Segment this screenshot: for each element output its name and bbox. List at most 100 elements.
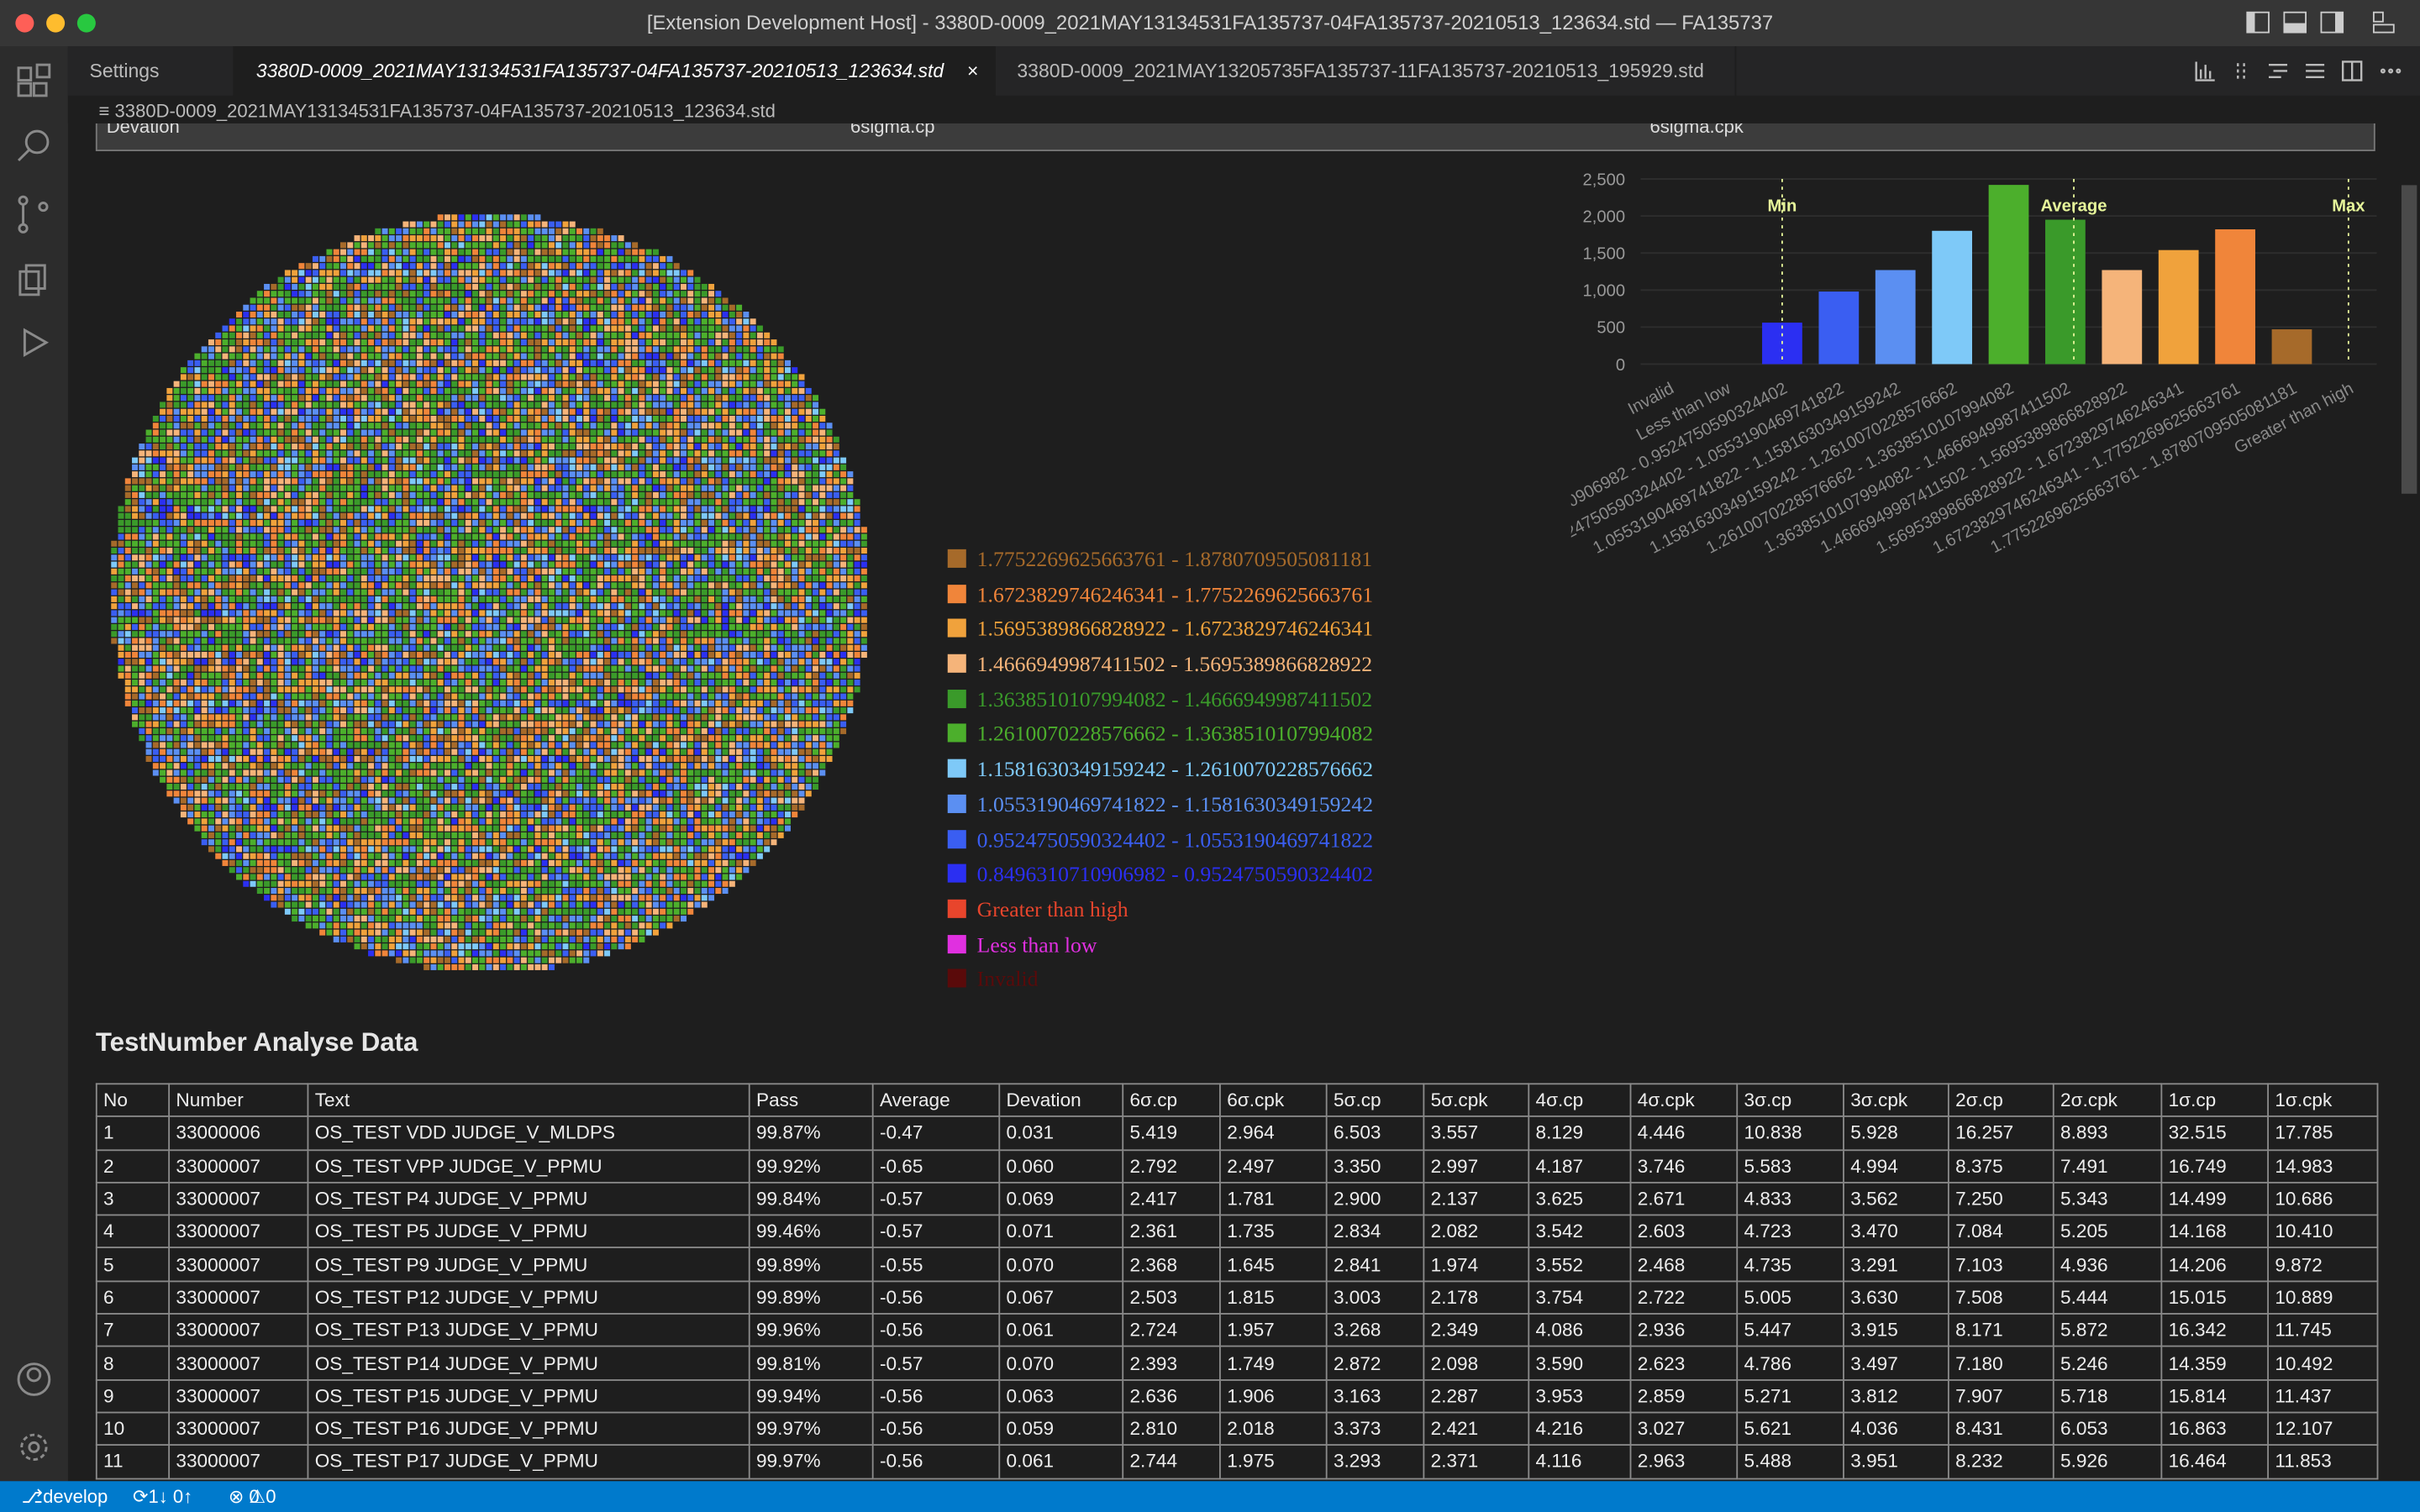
breadcrumb[interactable]: ≡ 3380D-0009_2021MAY13134531FA135737-04F… <box>98 100 776 123</box>
die <box>645 374 652 381</box>
die <box>430 360 437 366</box>
die <box>534 283 541 290</box>
icon[interactable] <box>2372 11 2384 23</box>
settings-icon[interactable] <box>20 1433 48 1462</box>
die <box>528 263 534 270</box>
die <box>569 395 576 402</box>
search-icon[interactable] <box>24 129 50 155</box>
extensions-icon[interactable] <box>32 81 48 97</box>
close-button[interactable] <box>15 13 34 33</box>
extensions-icon[interactable] <box>35 63 51 79</box>
die <box>388 263 395 270</box>
die <box>388 346 395 353</box>
extensions-icon[interactable] <box>17 66 33 81</box>
tab-close[interactable]: × <box>967 60 979 82</box>
die <box>465 242 471 249</box>
icon[interactable] <box>2306 63 2325 79</box>
die <box>743 416 750 422</box>
die <box>520 381 527 387</box>
icon[interactable] <box>2388 68 2394 74</box>
die <box>528 214 534 221</box>
die <box>243 353 250 360</box>
die <box>569 381 576 387</box>
die <box>715 360 722 366</box>
die <box>465 346 471 353</box>
die <box>201 589 208 596</box>
layout-controls[interactable] <box>2238 9 2407 37</box>
die <box>340 360 346 366</box>
die <box>694 374 701 381</box>
icon[interactable] <box>2195 61 2215 81</box>
die <box>368 603 375 610</box>
die <box>368 589 375 596</box>
die <box>576 367 583 374</box>
die <box>576 374 583 381</box>
die <box>520 603 527 610</box>
die <box>229 589 235 596</box>
zoom-button[interactable] <box>76 13 96 33</box>
die <box>681 367 687 374</box>
die <box>569 339 576 346</box>
die <box>222 402 229 408</box>
die <box>694 360 701 366</box>
die <box>292 360 298 366</box>
die <box>250 360 256 366</box>
icon[interactable] <box>2247 12 2255 33</box>
die <box>492 214 499 221</box>
die <box>326 346 333 353</box>
icon[interactable] <box>2380 68 2386 74</box>
icon[interactable] <box>2334 12 2344 33</box>
tab-label[interactable]: 3380D-0009_2021MAY13134531FA135737-04FA1… <box>255 60 944 82</box>
die <box>777 395 784 402</box>
die <box>652 603 659 610</box>
die <box>354 263 360 270</box>
icon[interactable] <box>2396 68 2402 74</box>
minimize-button[interactable] <box>46 13 66 33</box>
die <box>500 325 507 332</box>
scm-icon[interactable] <box>18 223 29 234</box>
die <box>729 408 735 415</box>
die <box>222 387 229 394</box>
icon[interactable] <box>2372 24 2395 34</box>
die <box>784 423 791 429</box>
die <box>611 589 618 596</box>
breadcrumb-file[interactable]: 3380D-0009_2021MAY13134531FA135737-04FA1… <box>114 100 776 123</box>
tab[interactable]: 3380D-0009_2021MAY13205735FA135737-11FA1… <box>996 46 1737 96</box>
die <box>576 291 583 297</box>
die <box>277 297 284 304</box>
die <box>618 283 624 290</box>
die <box>492 603 499 610</box>
tab[interactable]: Settings <box>68 46 235 96</box>
explorer-icon[interactable] <box>24 264 46 290</box>
die <box>409 589 416 596</box>
die <box>451 297 458 304</box>
die <box>520 360 527 366</box>
die <box>750 381 756 387</box>
die <box>576 228 583 234</box>
die <box>611 381 618 387</box>
extensions-icon[interactable] <box>17 81 33 97</box>
accounts-icon[interactable] <box>17 1362 51 1396</box>
die <box>250 325 256 332</box>
accounts-icon[interactable] <box>26 1367 42 1383</box>
settings-icon[interactable] <box>28 1441 40 1453</box>
die <box>681 318 687 325</box>
die <box>215 346 222 353</box>
debug-icon[interactable] <box>23 328 50 357</box>
die <box>396 402 402 408</box>
icon[interactable] <box>2284 23 2307 33</box>
icon[interactable] <box>2269 63 2288 79</box>
scm-icon[interactable] <box>18 195 29 206</box>
die <box>271 283 277 290</box>
die <box>611 325 618 332</box>
explorer-icon[interactable] <box>18 270 40 297</box>
tab[interactable]: 3380D-0009_2021MAY13134531FA135737-04FA1… <box>234 46 996 96</box>
die <box>624 353 631 360</box>
die <box>375 353 381 360</box>
scm-icon[interactable] <box>38 202 49 213</box>
die <box>562 325 569 332</box>
editor-actions[interactable] <box>2188 59 2420 83</box>
search-icon[interactable] <box>18 149 30 162</box>
icon[interactable] <box>2237 63 2245 79</box>
die <box>479 242 486 249</box>
